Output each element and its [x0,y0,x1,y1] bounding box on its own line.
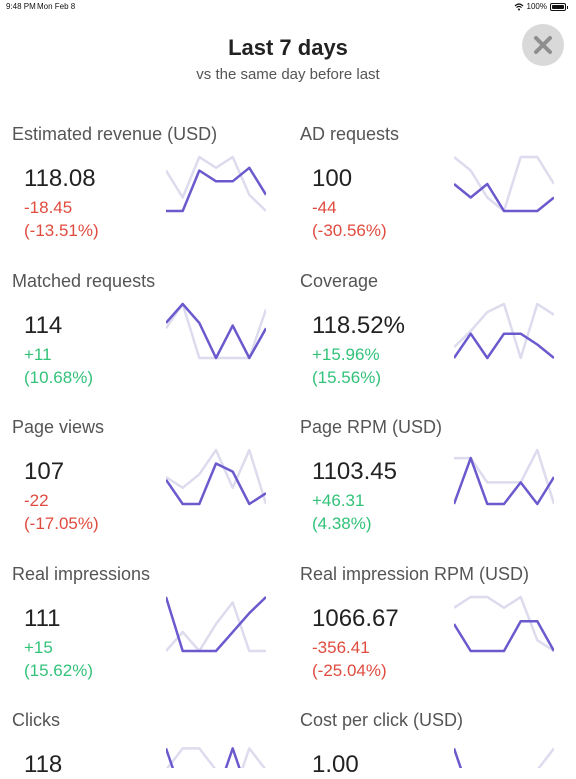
metric-label: AD requests [300,124,400,144]
metric-value: 107 [24,458,65,485]
page-subtitle: vs the same day before last [196,66,380,83]
metric-delta-percent: (-30.56%) [312,221,387,240]
metric-delta-percent: (15.56%) [312,368,381,387]
sparkline-previous-series [166,747,266,768]
metric-delta-percent: (-17.05%) [24,514,99,533]
metric-value: 114 [24,312,63,339]
metric-value: 100 [312,165,353,192]
sparkline-previous-series [454,448,554,505]
close-button[interactable] [522,24,564,66]
sparkline-chart [454,595,554,653]
metric-delta: +46.31 [312,491,365,510]
sparkline-chart [454,747,554,768]
sparkline-current-series [454,332,554,360]
metric-card-real-impressions: Real impressions 111 +15 (15.62%) [12,564,282,710]
metric-label: Page views [12,417,105,437]
metric-value: 1103.45 [312,458,397,485]
metric-card-page-views: Page views 107 -22 (-17.05%) [12,417,282,563]
sparkline-chart [454,302,554,360]
metric-card-ad-requests: AD requests 100 -44 (-30.56%) [300,124,570,270]
status-indicators: 100% [514,2,568,11]
metric-delta: +11 [24,345,52,364]
sparkline-previous-series [454,155,554,213]
metric-delta: +15 [24,638,53,657]
sparkline-current-series [454,456,554,506]
metric-delta-percent: (15.62%) [24,661,93,680]
metric-label: Cost per click (USD) [300,710,464,730]
metric-delta: -22 [24,491,49,510]
metric-card-matched-requests: Matched requests 114 +11 (10.68%) [12,271,282,417]
metric-delta-percent: (4.38%) [312,514,372,533]
sparkline-current-series [166,302,266,360]
sparkline-previous-series [166,302,266,360]
metric-delta: -356.41 [312,638,370,657]
sparkline-previous-series [166,601,266,653]
sparkline-previous-series [166,448,266,505]
sparkline-current-series [454,620,554,653]
sparkline-chart [166,155,266,213]
metric-value: 118 [24,751,63,778]
metric-card-clicks: Clicks 118 [12,710,282,778]
metric-label: Clicks [12,710,60,730]
sparkline-chart [454,448,554,506]
status-date: Mon Feb 8 [37,2,76,11]
status-time: 9:48 PM [6,2,36,11]
metric-value: 118.52% [312,312,405,339]
metric-label: Real impressions [12,564,151,584]
metric-label: Real impression RPM (USD) [300,564,530,584]
metric-label: Page RPM (USD) [300,417,443,437]
metric-label: Coverage [300,271,379,291]
metric-delta: -44 [312,198,337,217]
metric-card-real-impression-rpm: Real impression RPM (USD) 1066.67 -356.4… [300,564,570,710]
metric-card-page-rpm: Page RPM (USD) 1103.45 +46.31 (4.38%) [300,417,570,563]
sparkline-chart [454,155,554,213]
metric-delta-percent: (10.68%) [24,368,93,387]
sparkline-previous-series [454,595,554,653]
metric-card-cost-per-click: Cost per click (USD) 1.00 [300,710,570,778]
metric-value: 111 [24,605,61,632]
metric-label: Matched requests [12,271,156,291]
sparkline-current-series [454,182,554,213]
battery-percent: 100% [526,2,547,11]
sparkline-chart [166,747,266,768]
metric-label: Estimated revenue (USD) [12,124,218,144]
metric-delta-percent: (-25.04%) [312,661,387,680]
close-icon [534,36,552,54]
metric-card-coverage: Coverage 118.52% +15.96% (15.56%) [300,271,570,417]
metric-value: 1.00 [312,751,359,778]
sparkline-current-series [166,596,266,653]
metric-delta-percent: (-13.51%) [24,221,99,240]
battery-icon [550,2,568,11]
sparkline-chart [166,448,266,506]
status-bar: 9:48 PM Mon Feb 8 100% [0,0,576,14]
page-title: Last 7 days [228,35,348,60]
metric-value: 118.08 [24,165,96,192]
metric-delta: -18.45 [24,198,73,217]
sparkline-current-series [166,166,266,213]
sparkline-chart [166,596,266,653]
sparkline-current-series [454,747,463,768]
sparkline-chart [166,302,266,360]
wifi-icon [514,2,523,10]
metric-value: 1066.67 [312,605,399,632]
metric-delta: +15.96% [312,345,380,364]
sparkline-previous-series [454,302,554,360]
sparkline-previous-series [537,747,554,768]
sparkline-current-series [166,462,266,506]
metric-card-estimated-revenue: Estimated revenue (USD) 118.08 -18.45 (-… [12,124,282,270]
sparkline-previous-series [166,155,266,212]
